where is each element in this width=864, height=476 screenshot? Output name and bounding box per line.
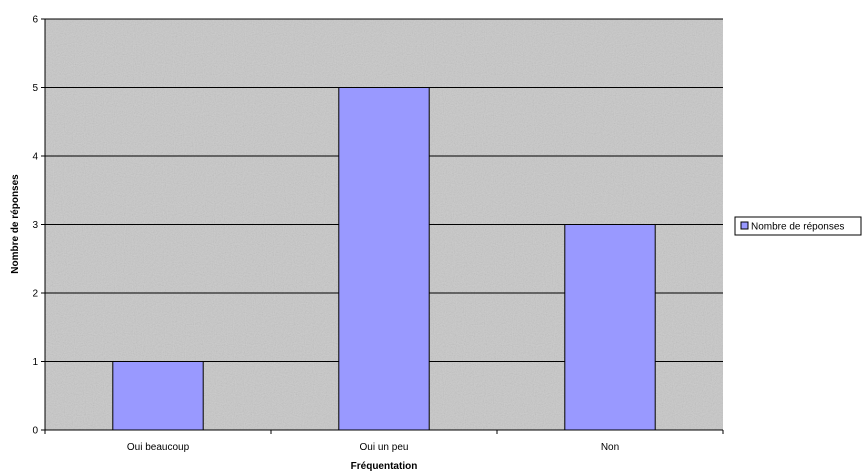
y-tick-label-2: 2 xyxy=(32,289,38,300)
bar-oui-beaucoup xyxy=(112,361,204,431)
y-tick-label-3: 3 xyxy=(32,220,38,231)
y-tick-label-5: 5 xyxy=(32,83,38,94)
x-ticks: Oui beaucoup Oui un peu Non xyxy=(44,430,724,453)
x-axis-title: Fréquentation xyxy=(351,461,418,472)
legend-swatch xyxy=(740,221,749,230)
y-tick-label-6: 6 xyxy=(32,15,38,26)
y-ticks: 0 1 2 3 4 5 6 xyxy=(32,15,45,437)
legend-label: Nombre de réponses xyxy=(751,222,844,233)
bar-oui-un-peu xyxy=(338,87,430,431)
x-tick-label-non: Non xyxy=(601,442,619,453)
bar-non xyxy=(564,224,656,431)
bars xyxy=(112,87,656,431)
y-tick-label-0: 0 xyxy=(32,426,38,437)
legend-box xyxy=(734,216,862,236)
y-axis-title: Nombre de réponses xyxy=(10,174,21,274)
y-tick-label-1: 1 xyxy=(32,357,38,368)
x-tick-label-oui-un-peu: Oui un peu xyxy=(360,442,409,453)
legend: Nombre de réponses xyxy=(734,216,862,236)
x-tick-label-oui-beaucoup: Oui beaucoup xyxy=(127,442,190,453)
y-tick-label-4: 4 xyxy=(32,152,38,163)
